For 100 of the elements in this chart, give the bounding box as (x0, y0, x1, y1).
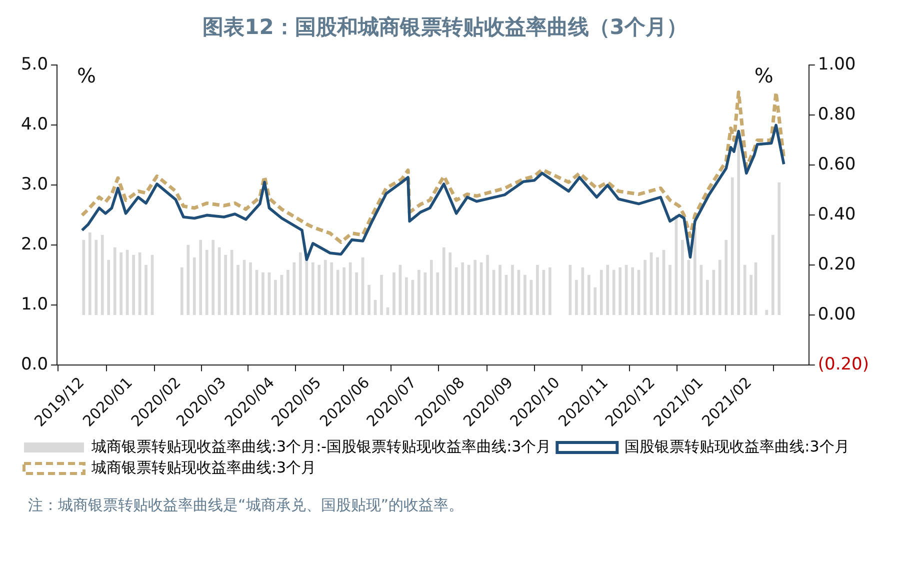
y2-tick-label: 0.20 (818, 254, 856, 275)
bar (120, 252, 123, 316)
bar (262, 272, 264, 316)
bar (681, 240, 684, 316)
bar (461, 262, 464, 316)
bar (730, 177, 734, 316)
bar (380, 274, 383, 316)
bar (107, 260, 110, 316)
bar (82, 240, 86, 316)
bar (144, 264, 148, 316)
bar (192, 257, 196, 316)
bar (224, 254, 227, 316)
y2-tick-label: 0.40 (818, 204, 856, 225)
y-tick-label: 5.0 (20, 54, 48, 75)
bar (618, 267, 622, 316)
bar (180, 267, 184, 316)
bar (524, 274, 526, 316)
text: 注：城商银票转贴收益率曲线是“城商承兑、国股贴现”的收益率。 (28, 496, 465, 515)
bar (536, 264, 539, 316)
bar (454, 267, 458, 316)
bar (336, 270, 340, 316)
bar (417, 270, 420, 316)
bar (236, 264, 240, 316)
bar (574, 280, 578, 316)
bar (542, 270, 546, 316)
bar (467, 264, 470, 316)
bar (113, 247, 116, 316)
bar (212, 240, 215, 316)
y2-axis-title: % (754, 63, 774, 88)
y2-tick-label: 0.00 (818, 304, 856, 325)
bar (606, 264, 610, 316)
y2-tick-label: 0.60 (818, 154, 856, 175)
bar (644, 260, 646, 316)
bar (778, 182, 781, 316)
y2-tick-label: (0.20) (818, 354, 870, 375)
bar (724, 240, 728, 316)
bar (199, 240, 202, 316)
bar (292, 262, 296, 316)
bar (700, 264, 703, 316)
bar (737, 140, 740, 316)
bar (186, 244, 190, 316)
bar (694, 227, 696, 316)
y2-tick-label: 1.00 (818, 54, 856, 75)
bar (612, 270, 616, 316)
bar (750, 274, 753, 316)
bar (718, 260, 722, 316)
bar (318, 264, 321, 316)
y-tick-label: 4.0 (20, 114, 48, 135)
bar (132, 254, 135, 316)
bar (765, 310, 768, 316)
bar (442, 247, 446, 316)
bar (392, 272, 396, 316)
bar (587, 274, 590, 316)
bar (511, 264, 514, 316)
bar (706, 280, 709, 316)
bar (218, 247, 221, 316)
bar (631, 267, 634, 316)
bar (771, 234, 774, 316)
y-axis-title: % (77, 63, 96, 88)
bar (474, 260, 476, 316)
bar (743, 264, 746, 316)
line-series (80, 90, 786, 244)
legend-label: 城商银票转贴现收益率曲线:3个月:-国股银票转贴现收益率曲线:3个月 (90, 437, 552, 456)
bar (668, 264, 672, 316)
bar (100, 234, 104, 316)
legend-label: 国股银票转贴现收益率曲线:3个月 (624, 437, 850, 456)
bar (486, 254, 489, 316)
bar (448, 252, 452, 316)
bar (249, 262, 252, 316)
bar (274, 280, 277, 316)
bar (368, 284, 370, 316)
bar (205, 250, 208, 316)
bar (305, 260, 308, 316)
chart-title: 图表12：国股和城商银票转贴收益率曲线（3个月） (202, 15, 688, 40)
y-tick-label: 3.0 (20, 174, 48, 195)
bar (88, 232, 92, 316)
bar (430, 260, 433, 316)
y-tick-label: 1.0 (20, 294, 48, 315)
bar (311, 262, 314, 316)
bar (581, 267, 584, 316)
y-tick-label: 2.0 (20, 234, 48, 255)
bar (436, 272, 440, 316)
y2-tick-label: 0.80 (818, 104, 856, 125)
y-tick-label: 0.0 (20, 354, 48, 375)
bar (498, 264, 502, 316)
bar (712, 270, 716, 316)
bar (355, 272, 358, 316)
bar (298, 252, 302, 316)
legend-label: 城商银票转贴现收益率曲线:3个月 (90, 458, 316, 476)
bar (600, 270, 603, 316)
bar (548, 267, 552, 316)
bar (342, 267, 346, 316)
bar (405, 277, 408, 316)
bar (624, 264, 628, 316)
bar (94, 240, 98, 316)
bar (330, 262, 334, 316)
bar (324, 260, 327, 316)
bar (286, 270, 290, 316)
bar (656, 257, 659, 316)
bar (424, 272, 427, 316)
